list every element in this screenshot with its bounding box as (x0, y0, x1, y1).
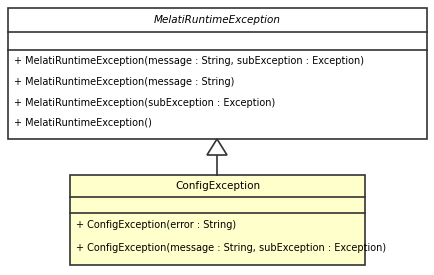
Text: + ConfigException(message : String, subException : Exception): + ConfigException(message : String, subE… (76, 243, 385, 253)
Bar (70, 175, 364, 265)
Text: + ConfigException(error : String): + ConfigException(error : String) (76, 221, 236, 230)
Text: + MelatiRuntimeException(): + MelatiRuntimeException() (14, 119, 151, 128)
Bar (8, 8, 426, 139)
Text: + MelatiRuntimeException(subException : Exception): + MelatiRuntimeException(subException : … (14, 98, 275, 108)
Polygon shape (207, 139, 227, 155)
Text: ConfigException: ConfigException (174, 181, 260, 191)
Text: + MelatiRuntimeException(message : String, subException : Exception): + MelatiRuntimeException(message : Strin… (14, 56, 363, 66)
Text: + MelatiRuntimeException(message : String): + MelatiRuntimeException(message : Strin… (14, 77, 234, 87)
Text: MelatiRuntimeException: MelatiRuntimeException (154, 15, 280, 25)
